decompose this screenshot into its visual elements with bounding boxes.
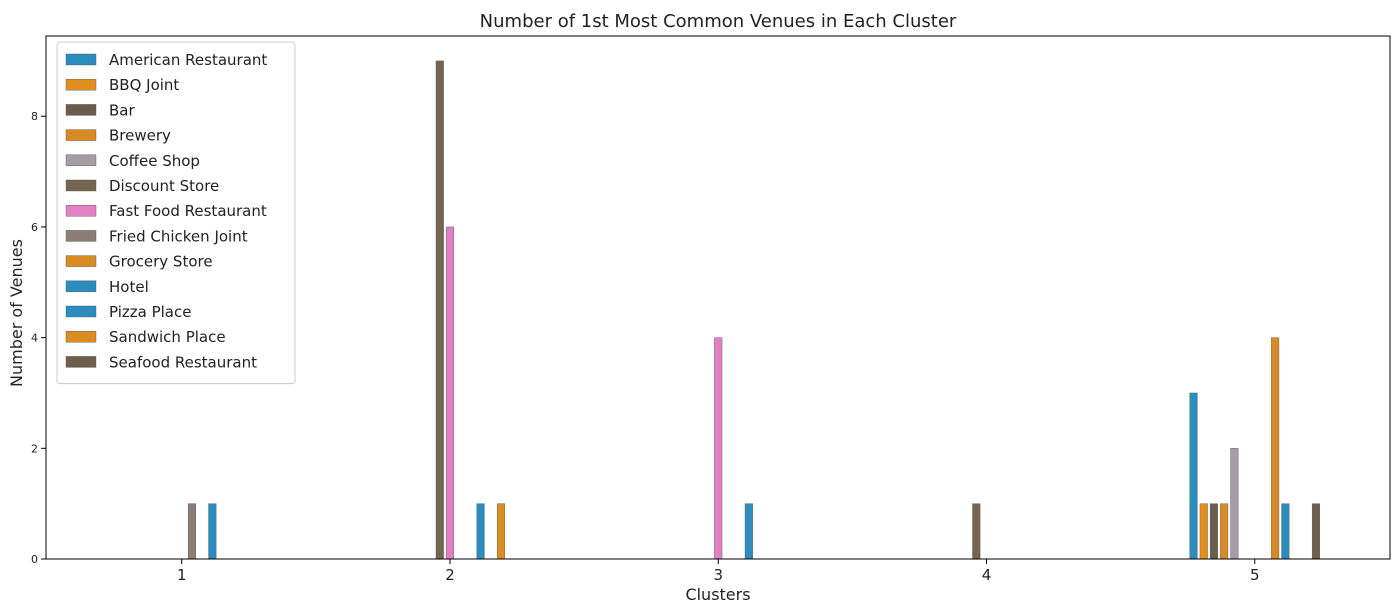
bar-bbq-joint-cluster-5 bbox=[1199, 503, 1208, 560]
legend-label: Pizza Place bbox=[109, 303, 191, 321]
y-tick-label: 4 bbox=[31, 332, 38, 345]
legend-swatch bbox=[65, 53, 97, 66]
legend-label: Grocery Store bbox=[109, 253, 213, 271]
x-axis-label: Clusters bbox=[685, 585, 750, 604]
legend-label: Seafood Restaurant bbox=[109, 353, 257, 371]
chart-title: Number of 1st Most Common Venues in Each… bbox=[480, 11, 957, 32]
y-tick-label: 8 bbox=[31, 110, 38, 123]
legend-swatch bbox=[65, 305, 97, 318]
legend-label: Brewery bbox=[109, 127, 171, 145]
legend-label: Coffee Shop bbox=[109, 152, 200, 170]
y-tick-label: 6 bbox=[31, 221, 38, 234]
y-tick-label: 2 bbox=[31, 442, 38, 455]
bar-hotel-cluster-5 bbox=[1281, 503, 1290, 560]
legend-label: Fast Food Restaurant bbox=[109, 202, 267, 220]
legend-swatch bbox=[65, 129, 97, 141]
legend-label: Fried Chicken Joint bbox=[109, 227, 248, 245]
legend-label: Hotel bbox=[109, 278, 149, 296]
legend-swatch bbox=[65, 230, 97, 242]
legend-label: BBQ Joint bbox=[109, 76, 179, 94]
legend-swatch bbox=[65, 356, 97, 368]
bar-seafood-restaurant-cluster-5 bbox=[1311, 503, 1320, 560]
bars-group bbox=[187, 60, 1320, 560]
bar-hotel-cluster-3 bbox=[744, 503, 753, 560]
y-tick-label: 0 bbox=[31, 553, 38, 566]
legend-label: American Restaurant bbox=[109, 51, 267, 69]
bar-grocery-store-cluster-5 bbox=[1271, 337, 1280, 560]
bar-discount-store-cluster-2 bbox=[435, 60, 444, 560]
legend-label: Discount Store bbox=[109, 177, 219, 195]
x-tick-label: 2 bbox=[445, 566, 455, 584]
x-tick-label: 3 bbox=[713, 566, 723, 584]
bar-sandwich-place-cluster-2 bbox=[497, 503, 506, 560]
bar-hotel-cluster-1 bbox=[208, 503, 217, 560]
y-axis-label: Number of Venues bbox=[7, 239, 26, 387]
bar-hotel-cluster-2 bbox=[476, 503, 485, 560]
bar-american-restaurant-cluster-5 bbox=[1189, 392, 1198, 560]
bar-fried-chicken-joint-cluster-1 bbox=[187, 503, 196, 560]
legend-swatch bbox=[65, 78, 97, 91]
legend-label: Bar bbox=[109, 101, 135, 119]
bar-brewery-cluster-5 bbox=[1220, 503, 1229, 560]
bar-fast-food-restaurant-cluster-2 bbox=[446, 226, 455, 560]
legend-swatch bbox=[65, 255, 97, 267]
bar-discount-store-cluster-4 bbox=[972, 503, 981, 560]
legend-box bbox=[56, 41, 296, 385]
bar-bar-cluster-5 bbox=[1209, 503, 1218, 560]
legend-swatch bbox=[65, 104, 97, 116]
bar-fast-food-restaurant-cluster-3 bbox=[714, 337, 723, 560]
legend-swatch bbox=[65, 280, 97, 292]
x-tick-label: 5 bbox=[1250, 566, 1260, 584]
x-tick-label: 1 bbox=[177, 566, 187, 584]
legend: American Restaurant BBQ Joint Bar Brewery Co… bbox=[56, 41, 296, 385]
x-tick-label: 4 bbox=[982, 566, 992, 584]
legend-swatch bbox=[65, 204, 97, 217]
legend-swatch bbox=[65, 331, 97, 343]
legend-swatch bbox=[65, 154, 97, 167]
bar-coffee-shop-cluster-5 bbox=[1230, 448, 1239, 560]
x-ticks: 1 2 3 4 5 bbox=[177, 559, 1260, 584]
legend-label: Sandwich Place bbox=[109, 328, 226, 346]
y-ticks: 0 2 4 6 8 bbox=[31, 110, 46, 566]
legend-swatch bbox=[65, 179, 97, 192]
